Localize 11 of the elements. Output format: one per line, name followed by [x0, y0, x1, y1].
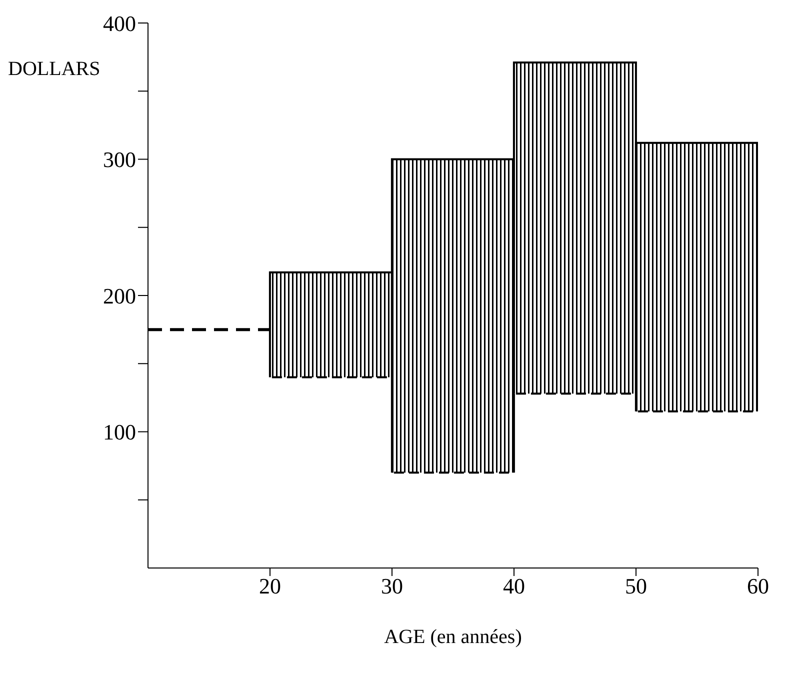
x-tick-label: 60 — [747, 574, 769, 599]
y-tick-label: 300 — [103, 147, 136, 172]
x-tick-label: 40 — [503, 574, 525, 599]
x-tick-label: 20 — [259, 574, 281, 599]
x-axis-title: AGE (en années) — [384, 626, 522, 648]
y-tick-label: 100 — [103, 420, 136, 445]
y-tick-label: 400 — [103, 10, 136, 36]
y-tick-label: 200 — [103, 283, 136, 308]
x-tick-label: 50 — [625, 574, 647, 599]
x-tick-label: 30 — [381, 574, 403, 599]
y-axis-title: DOLLARS — [8, 58, 100, 81]
